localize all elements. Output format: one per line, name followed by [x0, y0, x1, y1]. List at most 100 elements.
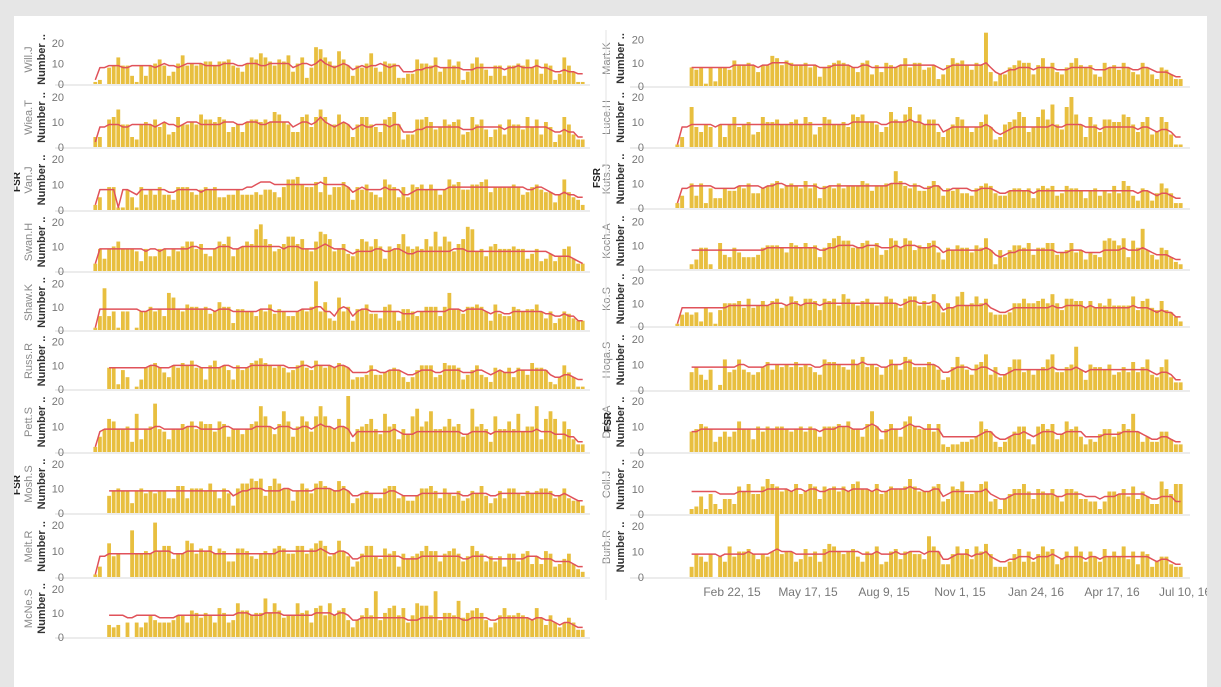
bar — [484, 256, 489, 271]
bar — [396, 244, 401, 271]
panel-name-label: Burb.R — [601, 530, 613, 564]
bar — [912, 426, 917, 452]
trend-line — [109, 364, 583, 381]
x-tick-label: Jan 24, 16 — [1008, 585, 1064, 599]
bar — [756, 132, 761, 147]
bar — [199, 189, 203, 210]
bar — [493, 65, 498, 84]
bar — [470, 63, 475, 84]
bar — [1140, 491, 1145, 514]
bar — [452, 309, 456, 330]
bar — [502, 248, 507, 271]
bar — [111, 367, 116, 389]
bar — [286, 236, 291, 271]
bar — [323, 367, 328, 389]
bar — [176, 486, 180, 513]
y-tick-label: 20 — [52, 279, 64, 291]
bar — [571, 71, 576, 84]
bar — [960, 119, 965, 147]
bar — [1017, 549, 1022, 577]
bar — [1026, 188, 1031, 208]
bar — [1074, 301, 1079, 326]
bar — [832, 486, 837, 514]
bar — [530, 187, 535, 210]
bar — [822, 486, 827, 514]
bar — [498, 187, 502, 210]
bar — [713, 504, 718, 514]
bar — [955, 62, 960, 86]
bar — [396, 439, 401, 452]
bar — [125, 490, 130, 513]
bar — [277, 610, 282, 637]
bar — [1040, 247, 1045, 269]
bar — [884, 250, 889, 269]
bar — [946, 564, 950, 577]
bar — [903, 356, 908, 390]
bar — [171, 132, 176, 147]
bar — [1126, 117, 1131, 147]
bar — [309, 251, 314, 271]
bar — [226, 561, 231, 577]
bar — [965, 305, 969, 326]
bar — [941, 312, 946, 326]
bar — [1088, 117, 1093, 147]
bar — [231, 65, 236, 84]
bar — [557, 377, 562, 389]
bar — [258, 122, 263, 147]
bar — [189, 610, 194, 637]
bar — [1112, 185, 1117, 208]
bar — [166, 256, 171, 271]
bar — [102, 429, 107, 452]
bar — [525, 59, 530, 84]
bar — [1178, 484, 1183, 514]
bar — [332, 367, 337, 389]
bar — [979, 122, 984, 147]
bar — [908, 107, 912, 147]
bar — [507, 421, 512, 452]
bar — [392, 311, 397, 330]
bar — [461, 79, 466, 84]
bar — [304, 553, 309, 577]
bar — [406, 622, 410, 637]
measure-label: Number .. — [36, 521, 48, 572]
bar — [507, 187, 512, 210]
bar — [134, 622, 139, 637]
bar — [212, 122, 217, 147]
bar — [1140, 301, 1145, 326]
bar — [722, 254, 727, 269]
bar — [765, 245, 770, 269]
bar — [521, 194, 525, 210]
bar — [562, 622, 567, 637]
bar — [447, 365, 452, 389]
bar — [498, 65, 502, 84]
bar — [383, 488, 387, 513]
trend-line — [691, 548, 1181, 566]
bar — [208, 119, 213, 147]
bar — [240, 246, 245, 271]
bar — [337, 481, 341, 513]
bar — [946, 446, 950, 452]
bar — [1107, 298, 1112, 326]
bar — [727, 257, 732, 269]
bar — [1064, 67, 1069, 86]
bar — [836, 491, 841, 514]
bar — [323, 416, 328, 452]
y-tick-label: 0 — [638, 509, 644, 521]
bar — [544, 488, 548, 513]
bar — [827, 119, 832, 147]
y-tick-label: 0 — [58, 325, 64, 337]
bar — [272, 192, 277, 210]
bar — [327, 603, 332, 637]
bar — [794, 65, 799, 86]
bar — [383, 413, 387, 452]
bar — [180, 486, 185, 513]
bar — [1002, 499, 1007, 514]
bar — [171, 498, 176, 513]
bar — [235, 124, 240, 147]
bar — [263, 416, 268, 452]
y-tick-label: 20 — [52, 337, 64, 349]
bar — [1154, 259, 1159, 269]
bar — [143, 75, 148, 84]
bar — [452, 548, 456, 577]
bar — [931, 364, 936, 390]
